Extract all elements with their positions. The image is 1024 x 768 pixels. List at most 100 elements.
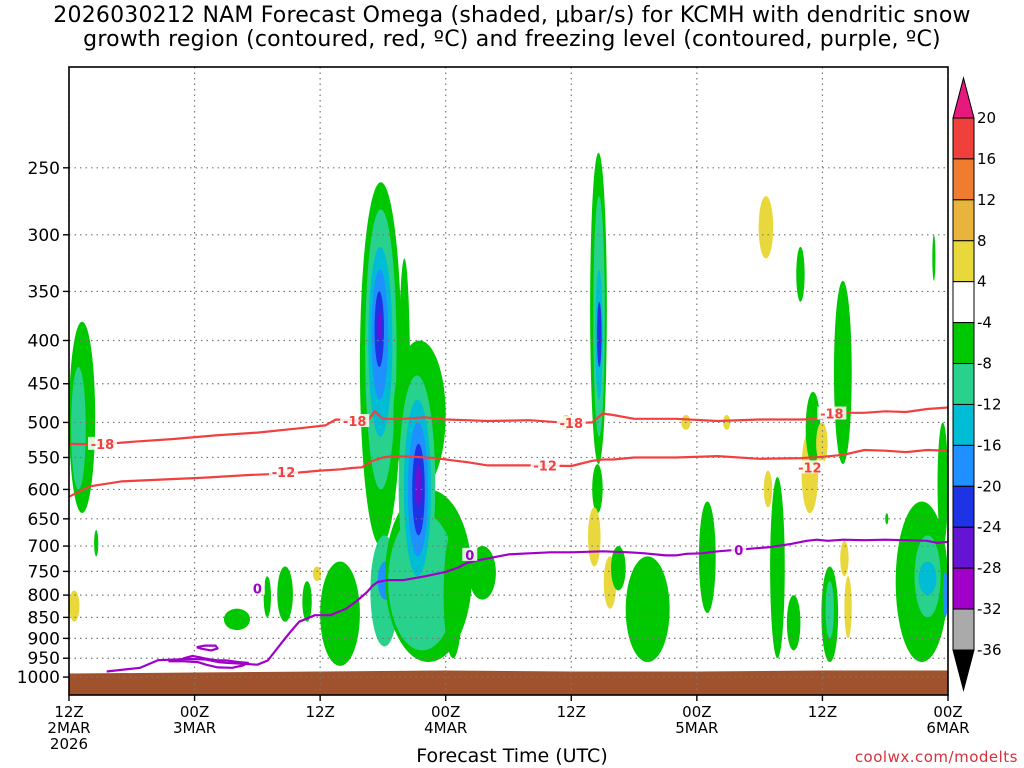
y-tick-label-12: 850 [28, 608, 60, 628]
omega-shade-61 [932, 234, 936, 281]
x-tick-label-7-1: 6MAR [926, 719, 969, 737]
omega-shade-51 [825, 581, 834, 639]
contour-label-0-2: -18 [560, 417, 584, 432]
y-tick-label-7: 600 [28, 480, 60, 500]
omega-shade-41 [723, 415, 731, 430]
omega-shade-55 [885, 513, 889, 525]
colorbar-label-5: -4 [977, 314, 992, 332]
x-tick-label-2-0: 12Z [305, 703, 334, 721]
source-credit: coolwx.com/modelts [854, 748, 1018, 766]
omega-shade-4 [223, 608, 251, 631]
colorbar-label-0: 20 [977, 109, 996, 127]
omega-shade-59 [937, 422, 948, 547]
y-tick-label-10: 750 [28, 562, 60, 582]
colorbar-band-4 [952, 281, 975, 324]
colorbar-band-0 [952, 117, 975, 160]
contour-label-1-0: -12 [272, 466, 296, 481]
grid-layer [68, 67, 949, 695]
x-tick-label-1-1: 3MAR [173, 719, 216, 737]
omega-shade-6 [277, 566, 293, 622]
x-axis-title: Forecast Time (UTC) [416, 745, 608, 767]
contour-freezing-0-loop-1 [168, 654, 249, 669]
contour-label-0-3: -18 [820, 408, 844, 423]
x-tick-label-6-0: 12Z [808, 703, 837, 721]
contour-label-bg-2-2 [731, 543, 747, 557]
colorbar-band-10 [952, 526, 975, 569]
x-tick-label-7-0: 00Z [933, 703, 962, 721]
y-tick-label-13: 900 [28, 629, 60, 649]
x-tick-label-5-0: 00Z [682, 703, 711, 721]
colorbar-band-9 [952, 485, 975, 528]
x-tick-label-0-2: 2026 [50, 735, 88, 753]
contour-label-bg-1-0 [269, 464, 299, 478]
y-tick-label-9: 700 [28, 537, 60, 557]
contour-label-bg-0-3 [817, 406, 847, 420]
colorbar-band-5 [952, 322, 975, 365]
contour-label-bg-0-1 [340, 413, 370, 427]
contour-label-bg-1-1 [530, 458, 560, 472]
omega-shade-54 [844, 576, 852, 639]
colorbar-band-2 [952, 199, 975, 242]
contour-label-1-2: -12 [798, 461, 822, 476]
colorbar-label-2: 12 [977, 191, 996, 209]
title-line-1: 2026030212 NAM Forecast Omega (shaded, μ… [53, 3, 971, 28]
y-tick-label-0: 250 [28, 159, 60, 179]
omega-shade-60 [942, 571, 948, 618]
omega-shade-42 [758, 196, 774, 259]
colorbar-label-3: 8 [977, 232, 987, 250]
y-tick-label-1: 300 [28, 226, 60, 246]
colorbar-band-3 [952, 240, 975, 283]
contour-layer: -18 -18 -18 -18 -12 -12 -12 0 0 0 [69, 406, 948, 673]
x-tick-label-3-0: 00Z [431, 703, 460, 721]
contour-label-2-2: 0 [734, 544, 743, 559]
x-tick-label-1-0: 00Z [180, 703, 209, 721]
colorbar-label-4: 4 [977, 273, 987, 291]
colorbar-label-7: -12 [977, 395, 1002, 413]
colorbar-label-13: -36 [977, 641, 1002, 659]
omega-shade-37 [611, 546, 626, 591]
omega-shade-46 [796, 246, 805, 302]
colorbar-band-1 [952, 158, 975, 201]
y-tick-label-11: 800 [28, 586, 60, 606]
colorbar-band-6 [952, 363, 975, 405]
contour-label-0-0: -18 [91, 438, 115, 453]
y-tick-label-4: 450 [28, 375, 60, 395]
title-line-2: growth region (contoured, red, ºC) and f… [83, 27, 941, 52]
omega-shade-33 [596, 301, 602, 368]
contour-freezing-0-loop-0 [196, 644, 219, 652]
colorbar-band-7 [952, 403, 975, 446]
y-axis: 2503003504004505005506006507007508008509… [17, 159, 69, 688]
contour-label-0-1: -18 [343, 415, 367, 430]
colorbar-label-9: -20 [977, 477, 1002, 495]
omega-shade-7 [302, 581, 312, 622]
omega-shade-35 [588, 507, 601, 567]
omega-shade-45 [786, 595, 801, 651]
contour-label-bg-0-0 [87, 436, 117, 450]
y-tick-label-15: 1000 [17, 668, 60, 688]
chart-title: 2026030212 NAM Forecast Omega (shaded, μ… [0, 4, 1024, 52]
x-tick-label-5-1: 5MAR [675, 719, 718, 737]
contour-label-bg-2-0 [249, 581, 265, 595]
omega-shade-15 [377, 311, 382, 341]
omega-shade-44 [770, 476, 785, 659]
omega-shade-5 [263, 576, 271, 618]
colorbar-label-12: -32 [977, 600, 1002, 618]
colorbar-band-8 [952, 444, 975, 487]
x-tick-label-0-0: 12Z [54, 703, 83, 721]
plot-border [68, 66, 949, 696]
y-tick-label-6: 550 [28, 448, 60, 468]
x-tick-label-4-0: 12Z [557, 703, 586, 721]
colorbar-label-1: 16 [977, 150, 996, 168]
omega-shade-2 [69, 590, 80, 622]
y-tick-label-14: 950 [28, 649, 60, 669]
y-tick-label-5: 500 [28, 413, 60, 433]
omega-shading-layer [69, 152, 948, 666]
omega-shade-26 [415, 464, 422, 508]
plot-frame [68, 66, 949, 696]
omega-shade-53 [840, 540, 849, 577]
omega-shade-40 [698, 501, 716, 614]
contour-label-bg-0-2 [556, 416, 586, 430]
contour-label-2-1: 0 [465, 549, 474, 564]
omega-shade-49 [816, 422, 828, 465]
